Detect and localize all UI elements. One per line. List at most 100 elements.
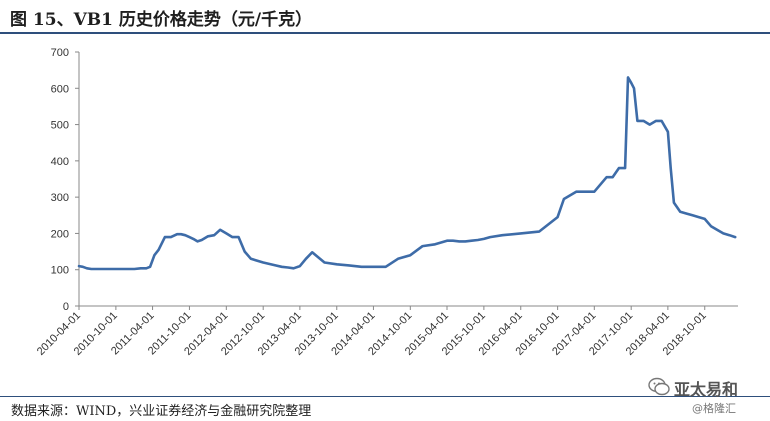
data-point: [176, 233, 179, 236]
data-point: [200, 239, 203, 241]
data-point: [458, 240, 461, 243]
data-point: [501, 234, 504, 237]
data-point: [627, 76, 629, 79]
series-line: [77, 76, 737, 271]
data-point: [593, 190, 596, 193]
y-tick-label: 200: [51, 228, 69, 240]
data-point: [556, 216, 559, 219]
data-point: [280, 265, 283, 268]
data-point: [636, 120, 639, 122]
price-line-chart: 01002003004005006007002010-04-012010-10-…: [35, 47, 738, 358]
data-point: [192, 238, 195, 240]
data-point: [311, 251, 314, 254]
data-point: [697, 216, 700, 219]
data-point: [434, 243, 436, 246]
data-point: [115, 268, 117, 270]
y-tick-label: 500: [51, 120, 69, 132]
data-point: [734, 236, 737, 239]
data-point: [538, 230, 540, 233]
data-point: [728, 234, 731, 237]
data-point: [157, 248, 160, 251]
watermark-sub: @格隆汇: [692, 402, 736, 415]
data-point: [587, 190, 589, 193]
data-point: [476, 239, 479, 241]
source-note: 数据来源：WIND，兴业证券经济与金融研究院整理: [11, 404, 312, 419]
data-point: [207, 235, 209, 238]
data-point: [196, 240, 199, 243]
data-point: [642, 120, 645, 122]
data-point: [384, 265, 387, 268]
data-point: [703, 218, 706, 220]
data-point: [679, 210, 682, 213]
data-point: [90, 268, 93, 270]
data-point: [669, 167, 672, 170]
data-point: [624, 167, 626, 170]
data-point: [133, 268, 136, 270]
data-point: [323, 261, 326, 264]
data-point: [630, 81, 633, 84]
title-bar: 图 15、VB1 历史价格走势（元/千克）: [0, 0, 770, 34]
data-point: [470, 239, 473, 242]
data-point: [667, 130, 669, 133]
data-point: [409, 254, 412, 257]
data-point: [710, 225, 712, 228]
data-point: [519, 232, 522, 235]
data-point: [335, 263, 338, 266]
data-point: [716, 228, 718, 231]
data-point: [153, 254, 156, 257]
data-point: [655, 120, 657, 122]
wechat-logo-icon: [648, 377, 670, 396]
data-point: [360, 265, 363, 268]
data-point: [292, 267, 295, 270]
data-point: [685, 212, 688, 215]
data-point: [225, 232, 228, 235]
data-point: [213, 234, 216, 237]
y-tick-label: 400: [51, 156, 69, 168]
data-point: [149, 265, 152, 268]
data-point: [287, 266, 289, 269]
y-tick-label: 300: [51, 192, 69, 204]
data-point: [489, 236, 491, 239]
watermark: 亚太易和 @格隆汇: [648, 375, 766, 419]
data-point: [691, 214, 694, 217]
y-tick-label: 600: [51, 83, 69, 95]
data-point: [397, 257, 399, 260]
data-point: [378, 265, 381, 268]
data-point: [633, 87, 635, 90]
data-point: [250, 257, 252, 260]
data-point: [170, 236, 172, 239]
data-point: [372, 265, 375, 268]
data-point: [184, 234, 187, 237]
data-point: [139, 267, 142, 270]
data-point: [421, 245, 424, 248]
data-point: [243, 250, 246, 253]
data-point: [619, 167, 622, 170]
data-point: [605, 176, 608, 179]
data-point: [366, 265, 369, 268]
data-point: [231, 236, 234, 239]
footer-divider: [0, 396, 770, 397]
data-point: [305, 257, 307, 260]
data-point: [102, 268, 105, 270]
data-point: [180, 233, 182, 236]
data-point: [145, 267, 148, 270]
data-point: [81, 265, 84, 268]
data-point: [219, 228, 222, 231]
data-point: [452, 239, 454, 242]
data-point: [660, 120, 663, 122]
title-divider: [0, 32, 770, 34]
data-point: [648, 123, 651, 126]
data-point: [78, 265, 80, 267]
data-point: [86, 267, 88, 270]
data-point: [274, 264, 277, 267]
data-point: [237, 236, 240, 239]
data-point: [611, 176, 614, 179]
data-point: [621, 167, 624, 170]
data-point: [563, 198, 565, 200]
chart-title: 图 15、VB1 历史价格走势（元/千克）: [10, 10, 313, 30]
data-point: [575, 190, 578, 193]
data-point: [483, 238, 485, 240]
data-point: [722, 232, 725, 235]
watermark-main: 亚太易和: [674, 380, 739, 399]
y-tick-label: 100: [51, 265, 69, 277]
